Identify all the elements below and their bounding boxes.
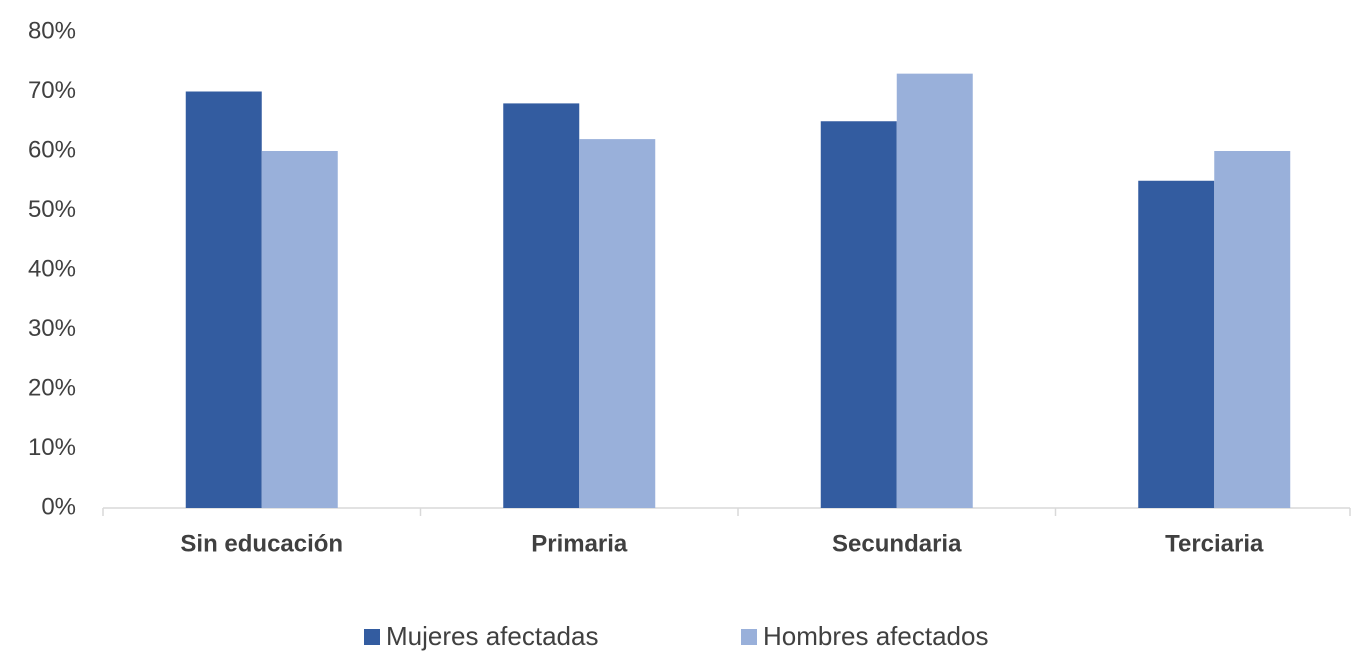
- bar: [579, 139, 656, 508]
- legend-label: Hombres afectados: [763, 621, 988, 651]
- y-tick-label: 70%: [28, 77, 76, 104]
- legend-label: Mujeres afectadas: [386, 621, 598, 651]
- x-tick-label: Primaria: [531, 530, 628, 557]
- y-tick-label: 50%: [28, 196, 76, 223]
- y-tick-label: 80%: [28, 17, 76, 44]
- legend-swatch: [741, 629, 757, 645]
- bar: [1214, 151, 1291, 508]
- y-tick-label: 40%: [28, 255, 76, 282]
- legend-swatch: [364, 629, 380, 645]
- x-tick-label: Secundaria: [832, 530, 962, 557]
- bar: [503, 103, 580, 509]
- y-tick-label: 30%: [28, 315, 76, 342]
- bar: [185, 91, 262, 508]
- y-tick-label: 60%: [28, 136, 76, 163]
- bar: [1138, 180, 1215, 508]
- bar: [820, 121, 897, 508]
- bar: [896, 73, 973, 509]
- y-tick-label: 0%: [41, 493, 76, 520]
- x-tick-label: Terciaria: [1165, 530, 1264, 557]
- x-tick-label: Sin educación: [180, 530, 343, 557]
- y-tick-label: 10%: [28, 434, 76, 461]
- y-tick-label: 20%: [28, 374, 76, 401]
- bar: [261, 151, 338, 508]
